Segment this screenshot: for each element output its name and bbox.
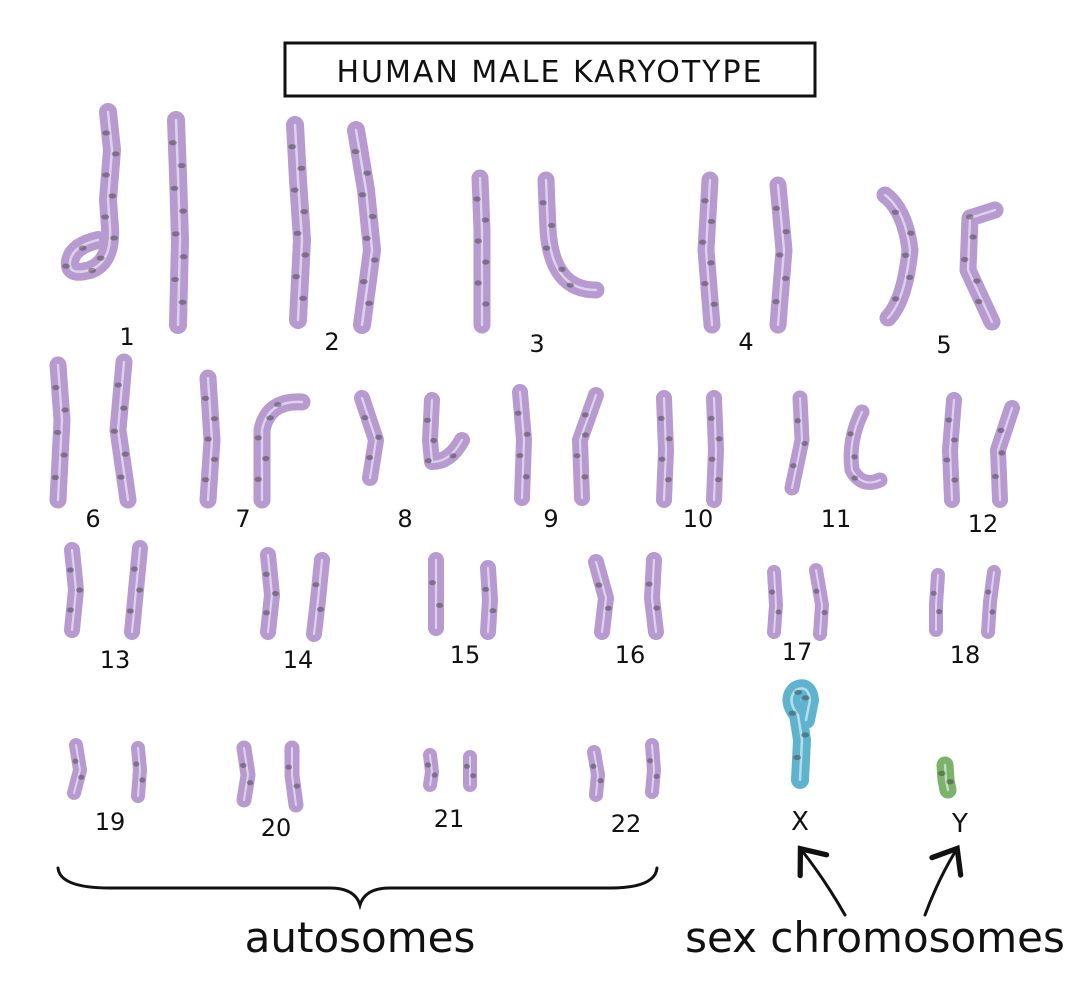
pair-label-13: 13: [100, 646, 131, 674]
chromosome-22-a: [587, 745, 605, 802]
arrow-to-x: [797, 845, 847, 917]
autosomes-brace: [56, 866, 659, 911]
chromosome-13-a: [64, 542, 84, 638]
chromosome-17-a: [767, 565, 783, 639]
chromosome-15-b: [480, 560, 498, 640]
pair-label-15: 15: [450, 641, 481, 669]
chromosome-8-b: [422, 392, 470, 470]
chromosome-14-a: [260, 547, 280, 640]
chromosome-layer: [49, 103, 1020, 813]
arrow-to-y: [923, 844, 964, 917]
pair-label-9: 9: [543, 505, 558, 533]
chromosome-12-b: [990, 400, 1020, 508]
chromosome-19-b: [131, 741, 147, 803]
pair-label-10: 10: [683, 505, 714, 533]
chromosome-13-b: [124, 540, 148, 640]
chromosome-10-a: [656, 390, 674, 508]
pair-label-22: 22: [611, 810, 642, 838]
title-frame: [283, 41, 817, 98]
chromosome-12-a: [942, 392, 962, 508]
pair-label-17: 17: [782, 638, 813, 666]
chromosome-5-a: [876, 186, 919, 327]
chromosome-22-b: [645, 738, 661, 799]
pair-label-11: 11: [821, 505, 852, 533]
chromosome-17-b: [809, 563, 829, 641]
pair-label-2: 2: [324, 328, 339, 356]
pair-label-3: 3: [529, 330, 544, 358]
chromosome-21-a: [423, 748, 439, 792]
diagram-title: HUMAN MALE KARYOTYPE: [336, 55, 763, 90]
title-box: HUMAN MALE KARYOTYPE: [283, 41, 817, 98]
chromosome-4-b: [769, 176, 793, 334]
chromosome-1-a: [60, 103, 121, 281]
chromosome-6-b: [109, 353, 137, 509]
chromosome-10-b: [706, 390, 724, 508]
chromosome-20-a: [236, 740, 256, 808]
pair-label-4: 4: [738, 328, 753, 356]
chromosome-15-a: [428, 552, 444, 636]
chromosome-9-a: [512, 384, 532, 506]
chromosome-8-a: [354, 390, 384, 486]
chromosome-18-b: [981, 565, 1001, 639]
pair-label-21: 21: [434, 805, 465, 833]
x-chromosome-label: X: [791, 807, 809, 837]
chromosome-7-b: [253, 393, 311, 509]
chromosome-1-b: [167, 111, 189, 334]
chromosome-3-a: [471, 169, 491, 334]
pair-label-8: 8: [397, 505, 412, 533]
autosomes-label: autosomes: [245, 913, 476, 962]
chromosome-9-b: [572, 387, 604, 506]
pair-label-1: 1: [119, 323, 134, 351]
pair-label-16: 16: [615, 641, 646, 669]
chromosome-2-a: [286, 116, 311, 329]
chromosome-16-a: [588, 554, 614, 640]
pair-label-6: 6: [85, 505, 100, 533]
pair-label-7: 7: [235, 505, 250, 533]
y-chromosome: [936, 756, 957, 799]
chromosome-19-a: [67, 738, 87, 800]
sex-chromosomes-label: sex chromosomes: [685, 913, 1065, 962]
pair-label-14: 14: [283, 646, 314, 674]
chromosome-11-b: [843, 404, 888, 490]
pair-label-18: 18: [950, 641, 981, 669]
chromosome-6-a: [49, 356, 71, 509]
chromosome-14-b: [306, 552, 330, 642]
pair-label-19: 19: [95, 808, 126, 836]
chromosome-16-b: [644, 552, 664, 640]
pair-label-20: 20: [261, 814, 292, 842]
chromosome-5-b: [959, 201, 1004, 331]
y-chromosome-label: Y: [951, 809, 968, 839]
chromosome-4-a: [697, 171, 721, 334]
x-chromosome: [782, 679, 819, 789]
chromosome-20-b: [284, 740, 304, 813]
chromosome-7-a: [199, 369, 221, 509]
chromosome-2-b: [347, 121, 381, 334]
chromosome-11-a: [784, 390, 810, 496]
chromosome-18-a: [929, 568, 945, 637]
pair-label-5: 5: [936, 331, 951, 359]
pair-label-12: 12: [968, 510, 999, 538]
chromosome-21-b: [463, 750, 477, 792]
chromosome-3-b: [537, 171, 605, 299]
